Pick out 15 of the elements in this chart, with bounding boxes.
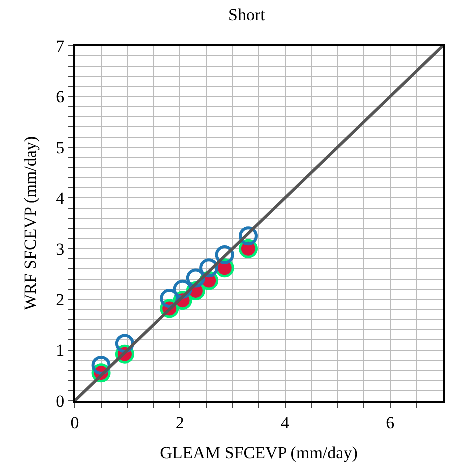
- chart-title: Short: [228, 5, 266, 24]
- x-tick-label: 4: [281, 413, 290, 432]
- y-tick-label: 3: [56, 240, 65, 259]
- x-tick-label: 0: [70, 413, 80, 432]
- x-tick-label: 6: [386, 413, 395, 432]
- y-tick-label: 2: [56, 290, 65, 310]
- y-axis-title: WRF SFCEVP (mm/day): [21, 136, 40, 311]
- x-tick-label: 2: [176, 413, 184, 432]
- x-axis-title: GLEAM SFCEVP (mm/day): [160, 443, 358, 462]
- y-tick-label: 6: [56, 88, 65, 107]
- y-tick-label: 4: [56, 189, 66, 208]
- y-tick-label: 0: [56, 392, 65, 411]
- y-tick-label: 1: [56, 341, 65, 360]
- y-tick-label: 5: [56, 138, 65, 158]
- y-tick-label: 7: [56, 36, 66, 56]
